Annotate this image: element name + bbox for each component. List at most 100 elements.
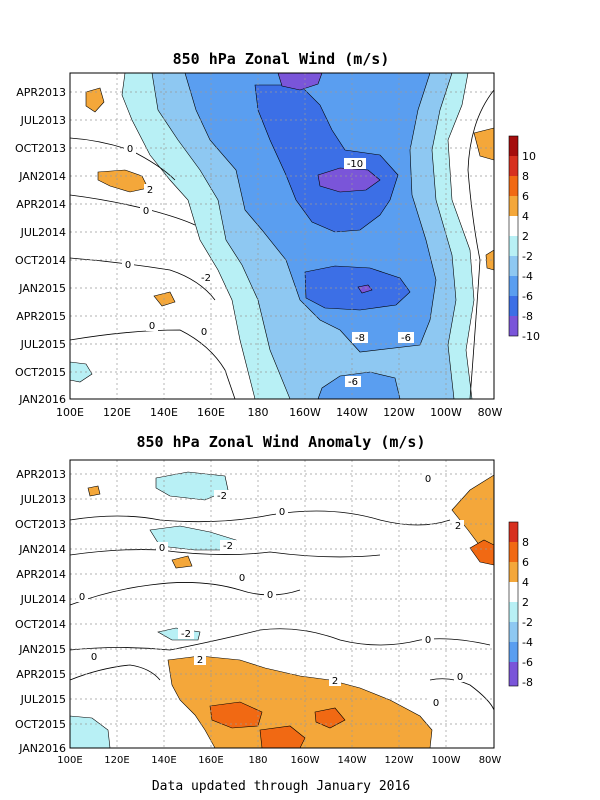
x-tick-label: 120E <box>103 406 131 419</box>
svg-text:0: 0 <box>201 327 207 338</box>
colorbar-swatch <box>509 316 518 336</box>
anomaly-contour-labels: 0 -2 0 2 0 -2 0 0 0 -2 0 0 2 0 2 0 <box>76 473 466 709</box>
y-tick-label: OCT2014 <box>15 618 66 631</box>
colorbar-swatch <box>509 582 518 602</box>
zonal-wind-x-axis: 100E 120E 140E 160E 180 160W 140W 120W 1… <box>56 406 503 419</box>
x-tick-label: 100E <box>57 755 82 766</box>
svg-text:-2: -2 <box>223 541 233 552</box>
x-tick-label: 140W <box>336 406 368 419</box>
anomaly-region-plus4-c <box>314 707 346 729</box>
anomaly-y-axis: APR2013 JUL2013 OCT2013 JAN2014 APR2014 … <box>15 468 66 755</box>
svg-text:2: 2 <box>332 676 338 687</box>
colorbar-swatch <box>509 542 518 562</box>
x-tick-label: 180 <box>248 755 267 766</box>
colorbar-label: 8 <box>522 536 529 549</box>
y-tick-label: JAN2015 <box>18 282 66 295</box>
y-tick-label: APR2013 <box>16 86 66 99</box>
colorbar-label: -4 <box>522 270 533 283</box>
y-tick-label: JUL2013 <box>20 493 66 506</box>
x-tick-label: 80W <box>479 755 502 766</box>
contour-label: 2 <box>194 654 206 666</box>
colorbar-label: 8 <box>522 170 529 183</box>
contour-zero-5 <box>467 89 495 400</box>
y-tick-label: JAN2014 <box>18 170 66 183</box>
contour-zero-4 <box>69 329 236 400</box>
contour-label: 0 <box>198 326 210 338</box>
anomaly-gridlines <box>70 460 494 748</box>
x-tick-label: 140E <box>151 755 176 766</box>
gridlines <box>70 73 494 399</box>
x-tick-label: 160E <box>197 406 225 419</box>
data-update-footer: Data updated through January 2016 <box>152 779 410 794</box>
region-plus2-a <box>85 87 105 113</box>
svg-text:-2: -2 <box>217 491 227 502</box>
anomaly-contour-zero-4 <box>69 628 491 651</box>
contour-label: 0 <box>264 589 276 601</box>
y-tick-label: APR2015 <box>16 310 66 323</box>
x-tick-label: 80W <box>478 406 503 419</box>
colorbar-frame <box>508 521 519 687</box>
contour-label: 2 <box>144 184 156 196</box>
x-tick-label: 160E <box>198 755 223 766</box>
colorbar-swatch <box>509 176 518 196</box>
zonal-wind-y-axis: APR2013 JUL2013 OCT2013 JAN2014 APR2014 … <box>15 86 66 406</box>
region-minus8-lower <box>304 265 411 311</box>
x-tick-label: 100W <box>430 406 462 419</box>
x-tick-label: 180 <box>248 406 269 419</box>
zonal-wind-anomaly-panel: 850 hPa Zonal Wind Anomaly (m/s) <box>15 433 533 766</box>
svg-text:0: 0 <box>267 590 273 601</box>
x-tick-label: 160W <box>289 406 321 419</box>
anomaly-region-plus2-small-b <box>171 555 193 569</box>
svg-text:-6: -6 <box>348 377 358 388</box>
svg-text:-6: -6 <box>401 333 411 344</box>
y-tick-label: APR2013 <box>16 468 66 481</box>
colorbar-swatch <box>509 236 518 256</box>
colorbar-swatch <box>509 642 518 662</box>
contour-label: 0 <box>422 634 434 646</box>
colorbar-label: -4 <box>522 636 533 649</box>
contour-label: 0 <box>276 506 288 518</box>
svg-text:0: 0 <box>127 144 133 155</box>
contour-label: 0 <box>156 542 168 554</box>
contour-label: -10 <box>344 158 366 170</box>
contour-label: -6 <box>398 332 414 344</box>
svg-text:0: 0 <box>457 672 463 683</box>
x-tick-label: 100W <box>432 755 461 766</box>
anomaly-contour-zero-1 <box>69 510 451 526</box>
colorbar-label: -6 <box>522 656 533 669</box>
contour-label: 0 <box>146 320 158 332</box>
colorbar-label: -2 <box>522 616 533 629</box>
colorbar-swatch <box>509 196 518 216</box>
plot-frame <box>69 459 495 749</box>
anomaly-plot-area: 0 -2 0 2 0 -2 0 0 0 -2 0 0 2 0 2 0 <box>69 459 495 749</box>
svg-text:2: 2 <box>455 521 461 532</box>
contour-label: 0 <box>88 651 100 663</box>
anomaly-region-plus2-small-a <box>87 485 101 497</box>
contour-label: -2 <box>198 272 214 284</box>
y-tick-label: OCT2014 <box>15 254 66 267</box>
x-tick-label: 100E <box>56 406 84 419</box>
y-tick-label: OCT2015 <box>15 366 66 379</box>
y-tick-label: APR2014 <box>16 198 66 211</box>
colorbar-frame <box>508 135 519 337</box>
colorbar-label: 6 <box>522 190 529 203</box>
x-tick-label: 120W <box>385 755 414 766</box>
colorbar-label: 6 <box>522 556 529 569</box>
contour-label: 0 <box>422 473 434 485</box>
contour-label: -8 <box>352 332 368 344</box>
x-tick-label: 120W <box>383 406 415 419</box>
contour-label: 0 <box>76 591 88 603</box>
colorbar-label: 4 <box>522 576 529 589</box>
colorbar-swatch <box>509 256 518 276</box>
y-tick-label: JAN2016 <box>18 393 66 406</box>
colorbar-swatch <box>509 296 518 316</box>
svg-text:-8: -8 <box>355 333 365 344</box>
colorbar-label: 10 <box>522 150 536 163</box>
zonal-wind-anomaly-title: 850 hPa Zonal Wind Anomaly (m/s) <box>137 433 426 451</box>
contour-label: -6 <box>345 376 361 388</box>
colorbar-swatch <box>509 216 518 236</box>
region-minus8-upper <box>254 84 399 233</box>
contour-label: 2 <box>329 675 341 687</box>
y-tick-label: JAN2016 <box>18 742 66 755</box>
